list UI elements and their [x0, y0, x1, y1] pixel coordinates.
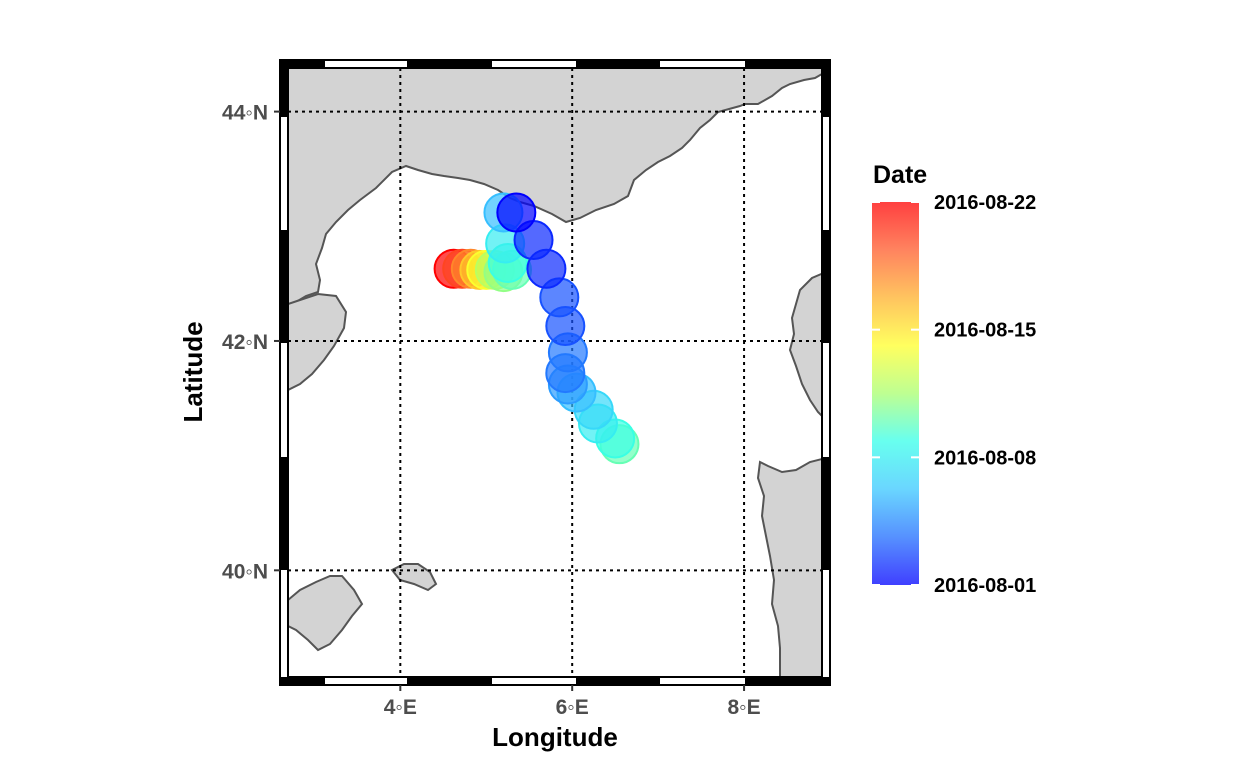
land-layer [288, 68, 822, 677]
track-point [545, 353, 586, 394]
frame-segment [280, 60, 325, 68]
frame-segment [407, 60, 492, 68]
y-axis-label: Latitude [178, 321, 208, 422]
legend-ticks: 2016-08-22 2016-08-15 2016-08-08 2016-08-01 [872, 192, 1036, 597]
date-legend: Date 2016-08-222016-08-152016-08-082016-… [872, 161, 1036, 597]
legend-tick-label: 2016-08-22 [934, 192, 1036, 214]
land-spain [288, 292, 348, 392]
y-tick-label: 40◦N [222, 560, 268, 583]
y-tick-label: 42◦N [222, 331, 268, 354]
track-point [545, 306, 586, 347]
map-frame [279, 59, 831, 686]
map-panel [279, 59, 831, 686]
track-point [496, 192, 537, 233]
frame-segment [822, 457, 830, 570]
frame-segment [745, 60, 830, 68]
frame-segment [280, 457, 288, 570]
y-axis-ticks: 40◦N 42◦N 44◦N [222, 102, 280, 583]
y-tick-label: 44◦N [222, 102, 268, 125]
legend-colorbar [872, 202, 919, 585]
frame-segment [822, 230, 830, 343]
x-tick-label: 8◦E [727, 696, 760, 719]
legend-tick-label: 2016-08-01 [934, 575, 1036, 597]
legend-title: Date [873, 161, 927, 189]
frame-segment [407, 677, 492, 685]
frame-inner [287, 67, 823, 678]
x-tick-label: 4◦E [384, 696, 417, 719]
frame-segment [280, 677, 325, 685]
x-tick-label: 6◦E [556, 696, 589, 719]
frame-segment [822, 60, 830, 117]
track-point [526, 248, 567, 289]
x-axis-label: Longitude [492, 722, 618, 752]
land-france-italy [288, 68, 822, 306]
frame-segment [280, 60, 288, 117]
frame-segment [280, 230, 288, 343]
land-sardinia [756, 457, 822, 677]
legend-tick-label: 2016-08-08 [934, 447, 1036, 469]
land-mallorca [288, 575, 364, 652]
frame-outer [279, 59, 831, 686]
frame-segment [745, 677, 830, 685]
track-points [433, 192, 640, 465]
x-axis-ticks: 4◦E 6◦E 8◦E [384, 685, 761, 719]
frame-segment [576, 60, 660, 68]
legend-tick-label: 2016-08-15 [934, 320, 1036, 342]
frame-segment [576, 677, 660, 685]
land-corsica [788, 272, 822, 418]
